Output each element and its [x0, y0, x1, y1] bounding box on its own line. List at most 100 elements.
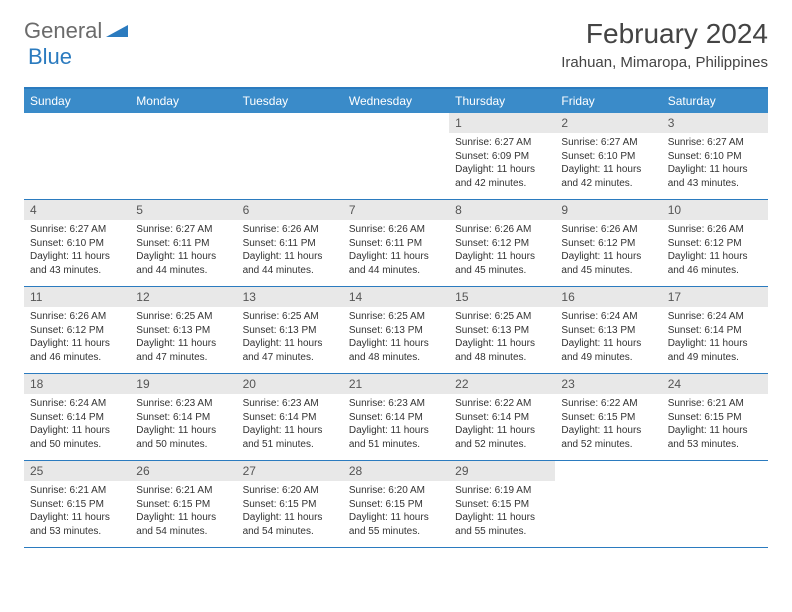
day-body: Sunrise: 6:27 AMSunset: 6:10 PMDaylight:…: [24, 220, 130, 283]
day-cell: 25Sunrise: 6:21 AMSunset: 6:15 PMDayligh…: [24, 461, 130, 547]
sunset-line: Sunset: 6:12 PM: [668, 237, 762, 251]
daylight-line: Daylight: 11 hours and 46 minutes.: [30, 337, 124, 364]
day-cell: 4Sunrise: 6:27 AMSunset: 6:10 PMDaylight…: [24, 200, 130, 286]
sunrise-line: Sunrise: 6:24 AM: [668, 310, 762, 324]
day-number: 13: [237, 287, 343, 307]
day-cell: 24Sunrise: 6:21 AMSunset: 6:15 PMDayligh…: [662, 374, 768, 460]
sunrise-line: Sunrise: 6:26 AM: [349, 223, 443, 237]
sunset-line: Sunset: 6:13 PM: [243, 324, 337, 338]
sunrise-line: Sunrise: 6:23 AM: [243, 397, 337, 411]
day-body: Sunrise: 6:27 AMSunset: 6:10 PMDaylight:…: [662, 133, 768, 196]
daylight-line: Daylight: 11 hours and 53 minutes.: [30, 511, 124, 538]
day-cell: 5Sunrise: 6:27 AMSunset: 6:11 PMDaylight…: [130, 200, 236, 286]
day-body: Sunrise: 6:24 AMSunset: 6:13 PMDaylight:…: [555, 307, 661, 370]
daylight-line: Daylight: 11 hours and 50 minutes.: [30, 424, 124, 451]
day-number: 28: [343, 461, 449, 481]
day-number: 16: [555, 287, 661, 307]
logo-triangle-icon: [106, 21, 128, 42]
dow-cell: Saturday: [662, 89, 768, 113]
day-number: 5: [130, 200, 236, 220]
day-cell: 13Sunrise: 6:25 AMSunset: 6:13 PMDayligh…: [237, 287, 343, 373]
sunrise-line: Sunrise: 6:27 AM: [30, 223, 124, 237]
daylight-line: Daylight: 11 hours and 46 minutes.: [668, 250, 762, 277]
sunset-line: Sunset: 6:12 PM: [561, 237, 655, 251]
logo-text-general: General: [24, 18, 102, 44]
sunset-line: Sunset: 6:15 PM: [668, 411, 762, 425]
day-cell: 18Sunrise: 6:24 AMSunset: 6:14 PMDayligh…: [24, 374, 130, 460]
day-number: 8: [449, 200, 555, 220]
day-cell: 3Sunrise: 6:27 AMSunset: 6:10 PMDaylight…: [662, 113, 768, 199]
daylight-line: Daylight: 11 hours and 52 minutes.: [455, 424, 549, 451]
day-cell: 7Sunrise: 6:26 AMSunset: 6:11 PMDaylight…: [343, 200, 449, 286]
daylight-line: Daylight: 11 hours and 49 minutes.: [561, 337, 655, 364]
daylight-line: Daylight: 11 hours and 50 minutes.: [136, 424, 230, 451]
day-number: 14: [343, 287, 449, 307]
day-cell: 9Sunrise: 6:26 AMSunset: 6:12 PMDaylight…: [555, 200, 661, 286]
day-cell: [555, 461, 661, 547]
day-cell: [237, 113, 343, 199]
logo-text-blue: Blue: [28, 44, 72, 69]
month-title: February 2024: [561, 18, 768, 50]
day-cell: 29 Sunrise: 6:19 AMSunset: 6:15 PMDayligh…: [449, 461, 555, 547]
sunset-line: Sunset: 6:15 PM: [561, 411, 655, 425]
day-body: Sunrise: 6:27 AMSunset: 6:11 PMDaylight:…: [130, 220, 236, 283]
day-number: 6: [237, 200, 343, 220]
day-number: 22: [449, 374, 555, 394]
sunrise-line: Sunrise: 6:26 AM: [243, 223, 337, 237]
day-body: Sunrise: 6:22 AMSunset: 6:14 PMDaylight:…: [449, 394, 555, 457]
sunset-line: Sunset: 6:14 PM: [349, 411, 443, 425]
daylight-line: Daylight: 11 hours and 45 minutes.: [455, 250, 549, 277]
day-cell: [662, 461, 768, 547]
day-cell: 20Sunrise: 6:23 AMSunset: 6:14 PMDayligh…: [237, 374, 343, 460]
weeks-container: 1Sunrise: 6:27 AMSunset: 6:09 PMDaylight…: [24, 113, 768, 548]
sunrise-line: Sunrise: 6:27 AM: [136, 223, 230, 237]
week-row: 1Sunrise: 6:27 AMSunset: 6:09 PMDaylight…: [24, 113, 768, 200]
logo: General: [24, 18, 130, 44]
daylight-line: Daylight: 11 hours and 55 minutes.: [455, 511, 549, 538]
day-number: 24: [662, 374, 768, 394]
week-row: 11Sunrise: 6:26 AMSunset: 6:12 PMDayligh…: [24, 287, 768, 374]
daylight-line: Daylight: 11 hours and 42 minutes.: [561, 163, 655, 190]
day-cell: 11Sunrise: 6:26 AMSunset: 6:12 PMDayligh…: [24, 287, 130, 373]
day-cell: 2Sunrise: 6:27 AMSunset: 6:10 PMDaylight…: [555, 113, 661, 199]
sunrise-line: Sunrise: 6:27 AM: [561, 136, 655, 150]
daylight-line: Daylight: 11 hours and 42 minutes.: [455, 163, 549, 190]
sunset-line: Sunset: 6:12 PM: [455, 237, 549, 251]
day-number: 4: [24, 200, 130, 220]
header: General February 2024 Irahuan, Mimaropa,…: [0, 0, 792, 79]
day-cell: [343, 113, 449, 199]
daylight-line: Daylight: 11 hours and 48 minutes.: [349, 337, 443, 364]
sunset-line: Sunset: 6:09 PM: [455, 150, 549, 164]
day-cell: 23Sunrise: 6:22 AMSunset: 6:15 PMDayligh…: [555, 374, 661, 460]
location-text: Irahuan, Mimaropa, Philippines: [561, 54, 768, 71]
daylight-line: Daylight: 11 hours and 44 minutes.: [349, 250, 443, 277]
sunset-line: Sunset: 6:14 PM: [243, 411, 337, 425]
day-body: Sunrise: 6:26 AMSunset: 6:12 PMDaylight:…: [662, 220, 768, 283]
day-number: 25: [24, 461, 130, 481]
dow-cell: Wednesday: [343, 89, 449, 113]
day-number: 23: [555, 374, 661, 394]
dow-row: SundayMondayTuesdayWednesdayThursdayFrid…: [24, 89, 768, 113]
dow-cell: Tuesday: [237, 89, 343, 113]
sunrise-line: Sunrise: 6:26 AM: [30, 310, 124, 324]
dow-cell: Friday: [555, 89, 661, 113]
sunrise-line: Sunrise: 6:19 AM: [455, 484, 549, 498]
daylight-line: Daylight: 11 hours and 43 minutes.: [668, 163, 762, 190]
sunset-line: Sunset: 6:15 PM: [455, 498, 549, 512]
sunrise-line: Sunrise: 6:27 AM: [455, 136, 549, 150]
day-body: Sunrise: 6:20 AMSunset: 6:15 PMDaylight:…: [343, 481, 449, 544]
day-number: 2: [555, 113, 661, 133]
daylight-line: Daylight: 11 hours and 55 minutes.: [349, 511, 443, 538]
sunset-line: Sunset: 6:15 PM: [136, 498, 230, 512]
dow-cell: Sunday: [24, 89, 130, 113]
daylight-line: Daylight: 11 hours and 49 minutes.: [668, 337, 762, 364]
day-body: Sunrise: 6:26 AMSunset: 6:12 PMDaylight:…: [555, 220, 661, 283]
sunset-line: Sunset: 6:13 PM: [455, 324, 549, 338]
week-row: 18Sunrise: 6:24 AMSunset: 6:14 PMDayligh…: [24, 374, 768, 461]
logo-blue-wrap: Blue: [28, 44, 72, 70]
sunrise-line: Sunrise: 6:24 AM: [30, 397, 124, 411]
day-number: 12: [130, 287, 236, 307]
day-number: 29: [449, 461, 555, 481]
day-cell: 15Sunrise: 6:25 AMSunset: 6:13 PMDayligh…: [449, 287, 555, 373]
day-body: Sunrise: 6:23 AMSunset: 6:14 PMDaylight:…: [130, 394, 236, 457]
